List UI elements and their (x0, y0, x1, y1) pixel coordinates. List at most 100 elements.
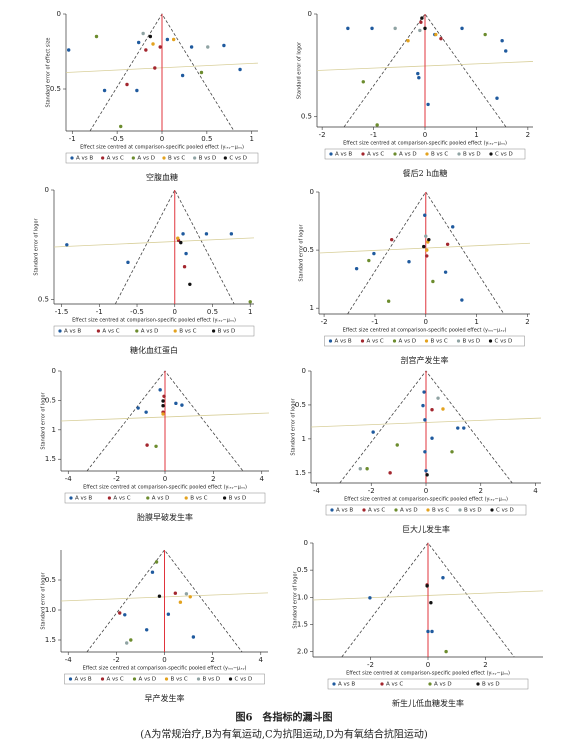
legend-label: B vs C (431, 339, 448, 345)
legend-label: B vs D (218, 329, 236, 335)
funnel (343, 13, 507, 128)
x-axis-title: Effect size centred at comparison-specif… (343, 328, 507, 334)
legend-marker (362, 508, 366, 512)
point (423, 213, 427, 217)
y-tick-label: 0.5 (45, 576, 56, 584)
point (434, 32, 438, 37)
x-tick-label: -1 (69, 135, 76, 143)
point (371, 430, 375, 434)
point (157, 594, 162, 598)
legend-label: C vs D (495, 152, 513, 158)
legend-marker (330, 508, 334, 512)
point (386, 299, 391, 303)
x-tick-label: -1 (370, 131, 377, 139)
point (199, 70, 204, 75)
y-tick-label: 0 (45, 186, 49, 194)
point (118, 611, 122, 615)
funnel (347, 191, 505, 315)
legend-marker (70, 156, 74, 160)
y-axis-title: Standard error of logor (41, 391, 47, 449)
funnel (86, 549, 243, 653)
point (504, 49, 508, 53)
legend-marker (173, 329, 177, 333)
point (358, 467, 362, 471)
legend-marker (223, 496, 227, 500)
legend-marker (146, 496, 150, 500)
point (150, 570, 155, 574)
point (144, 410, 148, 414)
y-tick-label: 0.5 (303, 246, 314, 254)
point (165, 37, 170, 42)
legend-marker (380, 682, 384, 686)
x-tick-label: -4 (65, 475, 73, 483)
legend-marker (457, 152, 461, 156)
legend-marker (69, 496, 73, 500)
y-tick-label: 0 (302, 367, 306, 375)
point (173, 591, 178, 595)
legend-label: B vs D (463, 339, 481, 345)
point (94, 34, 99, 39)
x-tick-label: -0.5 (130, 308, 144, 316)
legend-label: A vs B (75, 496, 92, 502)
legend (325, 504, 527, 516)
point (417, 75, 421, 80)
point (151, 42, 155, 46)
x-axis-title: Effect size centred at comparison-specif… (72, 318, 236, 324)
x-tick-label: 0 (424, 487, 428, 495)
point (375, 123, 379, 127)
x-axis-title: Effect size centred at comparison-specif… (346, 671, 510, 677)
point (431, 279, 435, 284)
point (125, 82, 129, 87)
legend-label: B vs C (190, 496, 207, 502)
point (443, 270, 448, 274)
point (176, 236, 180, 240)
point (441, 576, 445, 580)
figure-title: 图6 各指标的漏斗图 (236, 711, 333, 724)
legend-label: B vs C (171, 677, 188, 683)
legend-marker (101, 156, 105, 160)
x-tick-label: 1 (474, 131, 478, 139)
point (460, 298, 464, 302)
y-tick-label: 1 (310, 304, 314, 312)
point (407, 260, 411, 264)
point (162, 394, 166, 398)
x-axis-title: Effect size centred at comparison-specif… (83, 485, 247, 491)
y-axis-title: Standard error of logor (297, 41, 303, 99)
legend-marker (425, 152, 429, 156)
x-tick-label: 0 (424, 318, 428, 326)
point (65, 243, 69, 247)
legend-label: C vs D (229, 156, 247, 162)
legend-label: B vs D (464, 508, 482, 514)
point (141, 31, 145, 36)
point (426, 102, 430, 107)
y-axis-title: Standard error of effect size (46, 37, 52, 107)
y-axis-title: Standard error of logor (299, 223, 305, 281)
legend-marker (223, 156, 227, 160)
y-tick-label: 1.5 (297, 620, 308, 628)
x-tick-label: 1 (474, 318, 478, 326)
y-tick-label: 1.0 (45, 606, 56, 614)
point (372, 251, 376, 256)
point (421, 403, 425, 408)
point (388, 471, 392, 475)
point (238, 67, 242, 72)
legend-label: B vs D (482, 682, 500, 688)
legend-label: A vs D (152, 496, 170, 502)
legend-marker (228, 677, 233, 681)
y-axis-title: Standard error of logor (293, 570, 299, 628)
x-tick-label: 2 (525, 318, 529, 326)
point (188, 282, 192, 286)
panel-title: 胎膜早破发生率 (137, 512, 193, 522)
point (460, 26, 464, 31)
panel-title: 巨大儿发生率 (402, 524, 450, 534)
y-tick-label: 0.5 (38, 296, 49, 304)
point (179, 240, 183, 245)
legend-label: B vs D (203, 677, 221, 683)
point (154, 560, 159, 564)
point (248, 300, 252, 304)
legend-label: B vs D (199, 156, 217, 162)
legend (324, 148, 526, 160)
point (368, 596, 372, 600)
y-tick-label: 1.5 (295, 469, 306, 477)
y-tick-label: 0.5 (45, 396, 56, 404)
